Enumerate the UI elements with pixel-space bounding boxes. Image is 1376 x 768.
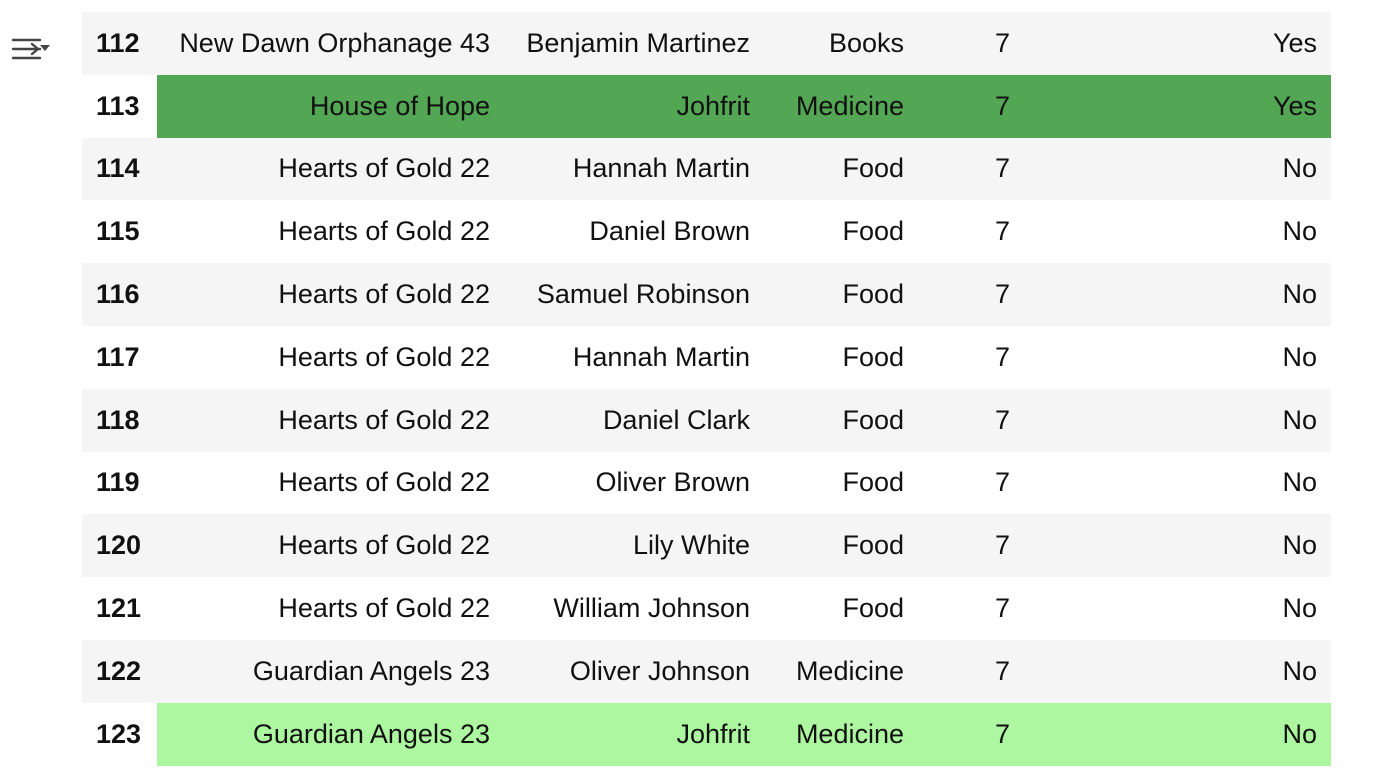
cell-qty: 7 — [994, 467, 1010, 498]
cell-name: Benjamin Martinez — [526, 27, 750, 58]
cell-flag: No — [1282, 341, 1317, 372]
table-row: 113 House of Hope Johfrit Medicine 7 Yes — [82, 74, 1331, 138]
cell-qty: 7 — [994, 153, 1010, 184]
row-index: 116 — [96, 279, 140, 310]
table-row: 115 Hearts of Gold 22 Daniel Brown Food 7 No — [82, 200, 1331, 264]
cell-org: Hearts of Gold 22 — [278, 467, 490, 498]
table-row: 122 Guardian Angels 23 Oliver Johnson Medic… — [82, 639, 1331, 703]
cell-flag: No — [1282, 467, 1317, 498]
row-index: 115 — [96, 216, 140, 247]
cell-qty: 7 — [994, 341, 1010, 372]
cell-flag: No — [1282, 593, 1317, 624]
cell-org: Guardian Angels 23 — [157, 702, 504, 766]
cell-qty: 7 — [918, 74, 1038, 138]
cell-name: Lily White — [632, 530, 750, 561]
cell-category: Medicine — [795, 655, 904, 686]
cell-name: Samuel Robinson — [536, 279, 750, 310]
row-index: 119 — [96, 467, 140, 498]
cell-category: Food — [842, 153, 904, 184]
cell-org: Hearts of Gold 22 — [278, 279, 490, 310]
table-row: 123 Guardian Angels 23 Johfrit Medicine 7 No — [82, 702, 1331, 766]
data-table-container: 112 New Dawn Orphanage 43 Benjamin Martine… — [82, 12, 1331, 766]
cell-name: Hannah Martin — [572, 153, 750, 184]
cell-name: Oliver Johnson — [569, 655, 750, 686]
cell-category: Food — [842, 530, 904, 561]
cell-category: Food — [842, 467, 904, 498]
table-row: 120 Hearts of Gold 22 Lily White Food 7 No — [82, 514, 1331, 578]
cell-flag: No — [1282, 216, 1317, 247]
row-index: 112 — [96, 27, 140, 58]
table-row: 112 New Dawn Orphanage 43 Benjamin Martine… — [82, 12, 1331, 75]
cell-category: Food — [842, 404, 904, 435]
data-table: 112 New Dawn Orphanage 43 Benjamin Martine… — [82, 12, 1331, 766]
table-row: 117 Hearts of Gold 22 Hannah Martin Food 7 No — [82, 325, 1331, 389]
row-index: 122 — [96, 655, 142, 686]
cell-category: Food — [842, 593, 904, 624]
cell-qty: 7 — [994, 530, 1010, 561]
cell-name: Johfrit — [504, 702, 764, 766]
cell-flag: Yes — [1272, 27, 1317, 58]
cell-name: Oliver Brown — [595, 467, 750, 498]
table-body: 112 New Dawn Orphanage 43 Benjamin Martine… — [82, 12, 1331, 766]
cell-name: Johfrit — [504, 74, 764, 138]
table-row: 121 Hearts of Gold 22 William Johnson Food 7… — [82, 577, 1331, 640]
cell-name: William Johnson — [553, 593, 750, 624]
table-row: 119 Hearts of Gold 22 Oliver Brown Food 7 No — [82, 451, 1331, 515]
cell-category: Medicine — [764, 74, 918, 138]
cell-category: Food — [842, 279, 904, 310]
cell-category: Medicine — [764, 702, 918, 766]
cell-name: Hannah Martin — [572, 341, 750, 372]
table-row: 114 Hearts of Gold 22 Hannah Martin Food 7 No — [82, 137, 1331, 201]
cell-category: Food — [842, 341, 904, 372]
cell-org: Hearts of Gold 22 — [278, 530, 490, 561]
row-index: 117 — [96, 341, 140, 372]
cell-flag: No — [1282, 153, 1317, 184]
cell-flag: No — [1282, 404, 1317, 435]
row-index: 114 — [96, 153, 140, 184]
cell-org: Hearts of Gold 22 — [278, 341, 490, 372]
cell-flag: No — [1282, 279, 1317, 310]
cell-org: New Dawn Orphanage 43 — [179, 27, 490, 58]
table-row: 118 Hearts of Gold 22 Daniel Clark Food 7 No — [82, 388, 1331, 452]
cell-qty: 7 — [994, 216, 1010, 247]
cell-org: Hearts of Gold 22 — [278, 153, 490, 184]
filter-sliders-icon[interactable] — [10, 34, 54, 70]
cell-qty: 7 — [994, 279, 1010, 310]
table-row: 116 Hearts of Gold 22 Samuel Robinson Food 7… — [82, 263, 1331, 326]
cell-name: Daniel Brown — [589, 216, 750, 247]
row-index: 121 — [96, 593, 142, 624]
cell-org: House of Hope — [157, 74, 504, 138]
row-index: 123 — [96, 718, 142, 749]
cell-org: Hearts of Gold 22 — [278, 404, 490, 435]
cell-category: Books — [828, 27, 904, 58]
cell-category: Food — [842, 216, 904, 247]
cell-org: Guardian Angels 23 — [252, 655, 490, 686]
cell-qty: 7 — [994, 593, 1010, 624]
cell-flag: No — [1282, 530, 1317, 561]
cell-qty: 7 — [994, 404, 1010, 435]
cell-org: Hearts of Gold 22 — [278, 593, 490, 624]
row-index: 120 — [96, 530, 142, 561]
cell-flag: No — [1038, 702, 1331, 766]
row-index: 118 — [96, 404, 140, 435]
cell-qty: 7 — [918, 702, 1038, 766]
cell-qty: 7 — [994, 655, 1010, 686]
row-index: 113 — [96, 90, 140, 121]
cell-flag: No — [1282, 655, 1317, 686]
cell-flag: Yes — [1038, 74, 1331, 138]
cell-qty: 7 — [994, 27, 1010, 58]
cell-name: Daniel Clark — [602, 404, 750, 435]
cell-org: Hearts of Gold 22 — [278, 216, 490, 247]
